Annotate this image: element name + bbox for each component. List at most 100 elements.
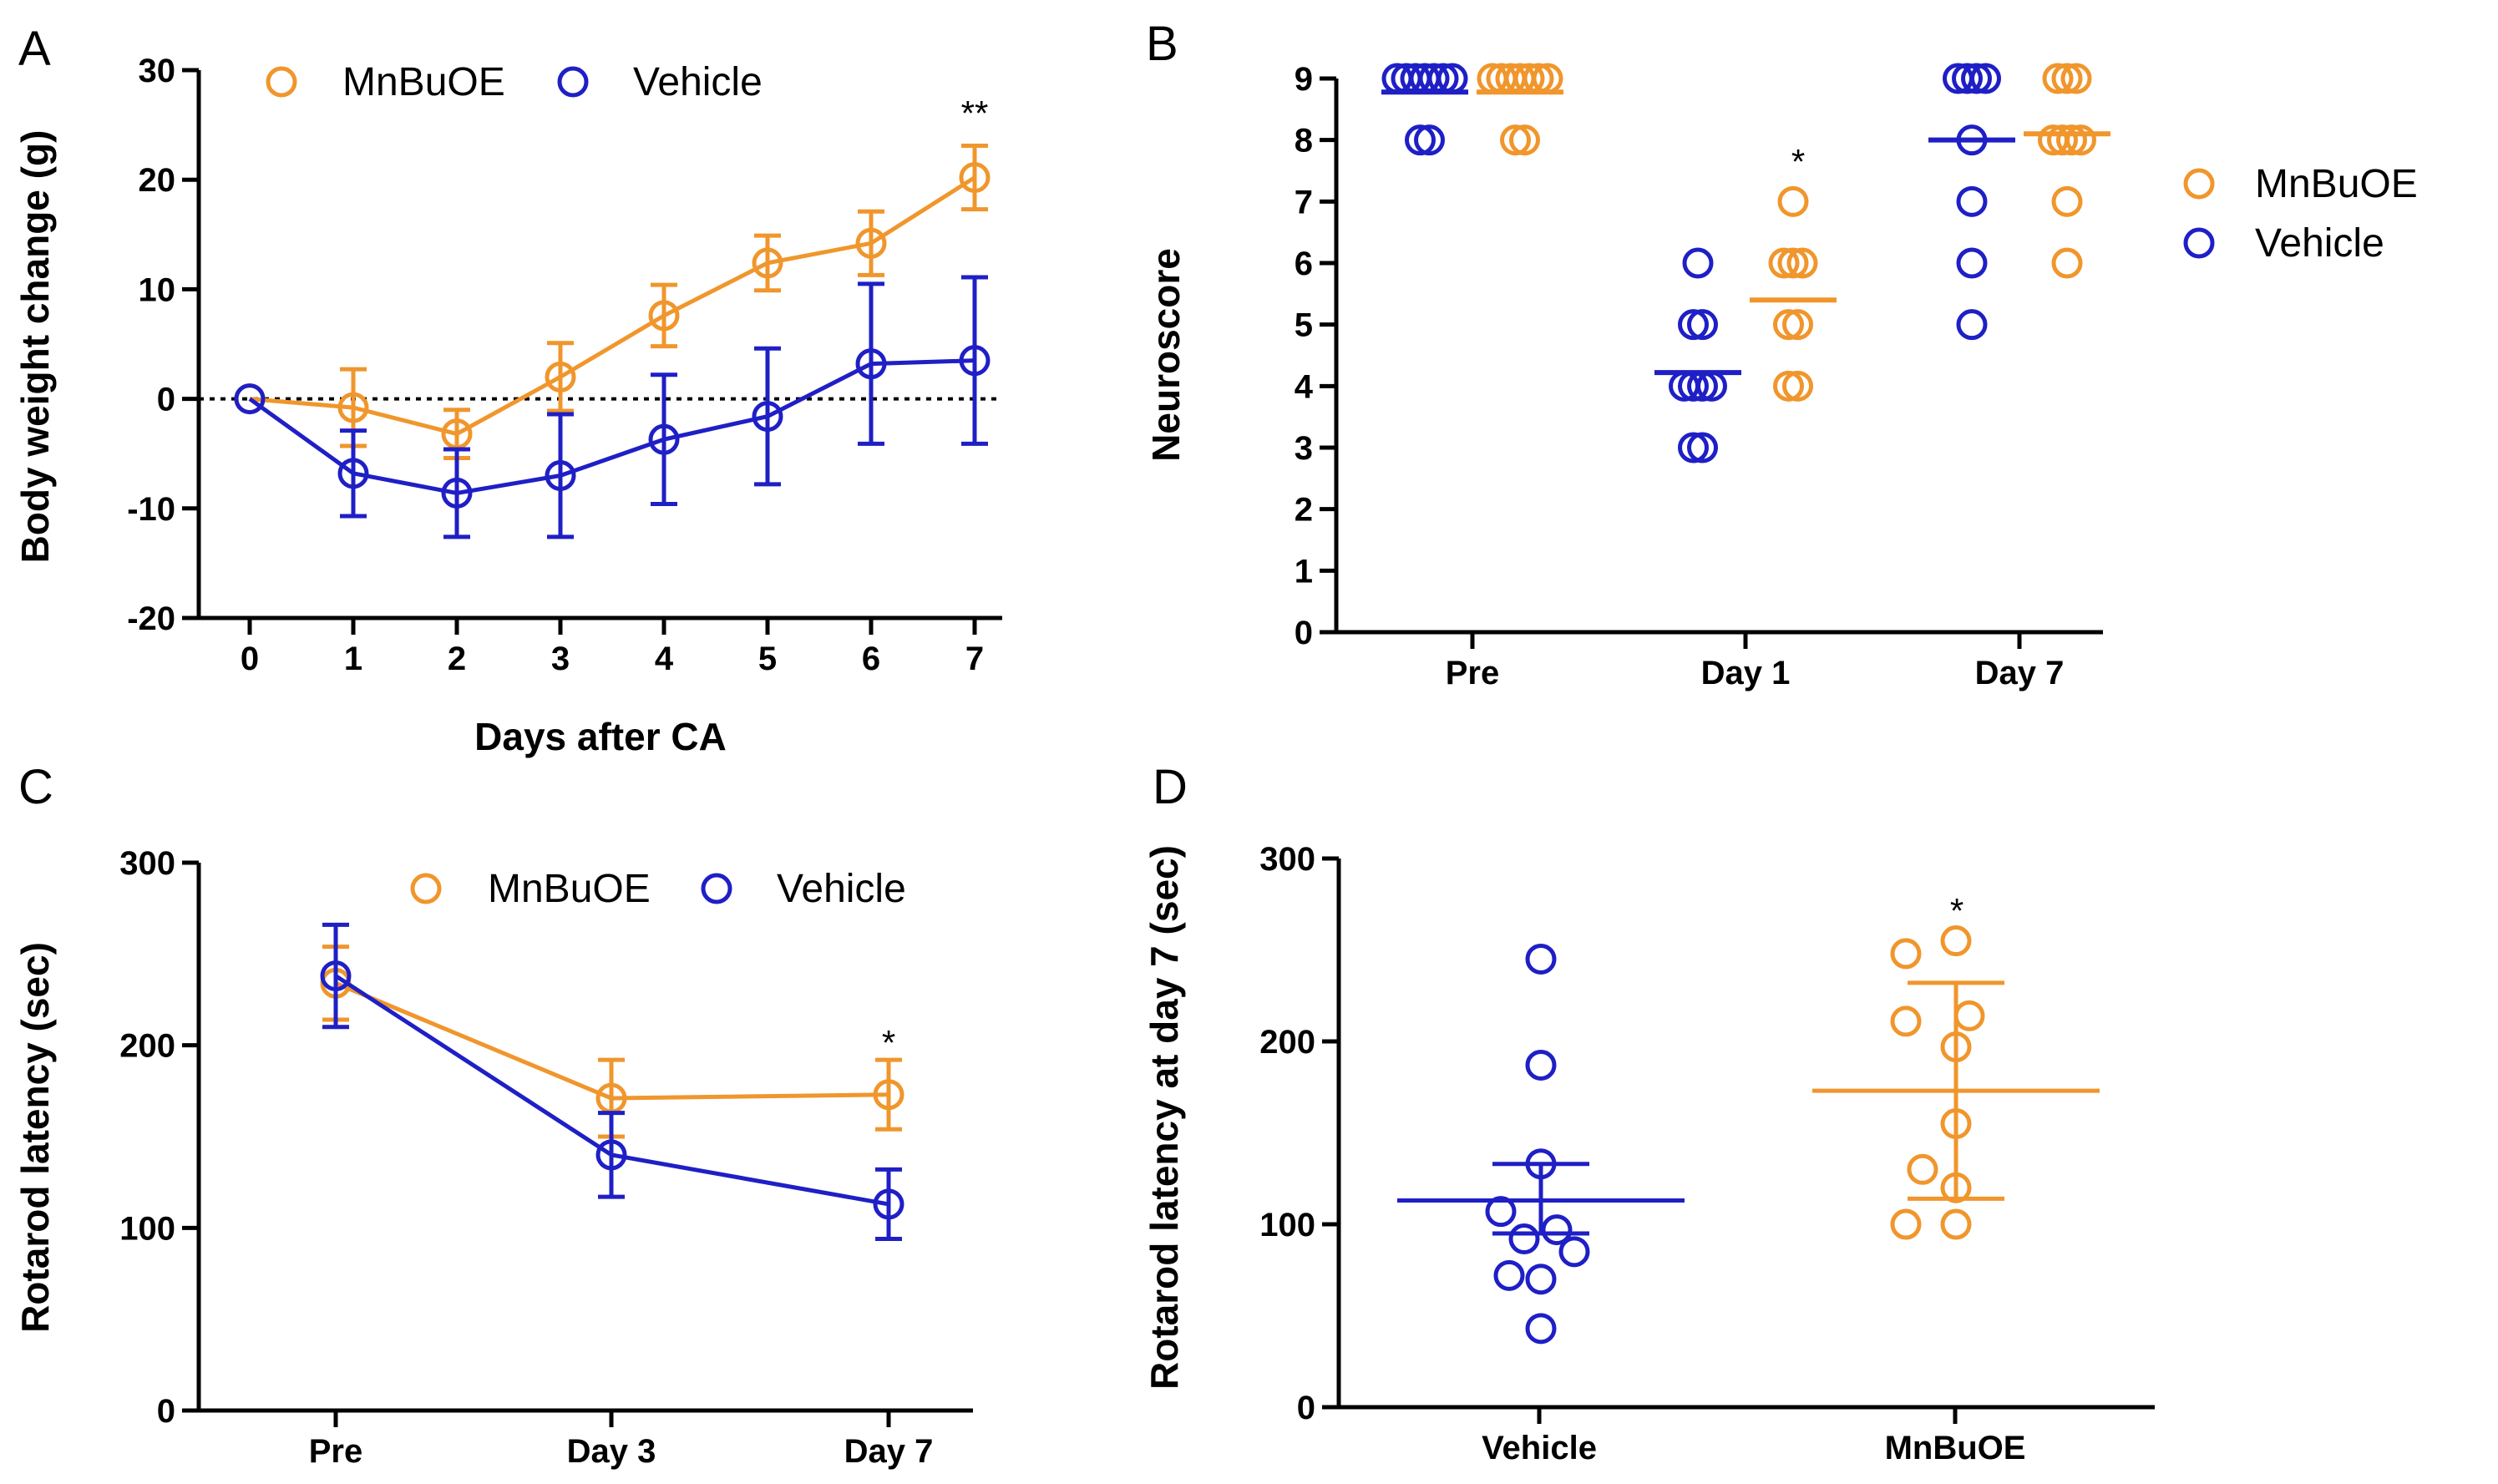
data-point-mnbuoe [2047,124,2078,156]
data-point-vehicle [1414,124,1445,156]
panel-b: 0 1 2 3 4 5 6 7 8 9 Pre Day 1 Day 7 Neuroscore MnBuOE V… [1144,61,2418,691]
legend-marker [410,873,442,904]
data-point-mnbuoe [1890,938,1922,970]
legend-label: MnBuOE [342,60,505,104]
data-point-mnbuoe [959,162,991,194]
legend-label: MnBuOE [488,867,651,911]
x-tick-label: 7 [965,641,984,677]
data-point-mnbuoe [1777,247,1809,279]
x-tick-label: Pre [1446,655,1500,691]
data-point-mnbuoe [648,300,680,332]
data-point-mnbuoe [1940,925,1972,957]
data-point-mnbuoe [1773,370,1804,402]
data-point-mnbuoe [752,247,783,279]
data-point-vehicle [1541,1214,1573,1246]
data-point-vehicle [234,383,266,415]
data-point-mnbuoe [1786,247,1818,279]
y-tick-label: 8 [1295,123,1313,160]
data-point-mnbuoe [1890,1005,1922,1037]
legend-label: Vehicle [2255,221,2384,266]
data-point-mnbuoe [1777,185,1809,217]
data-point-vehicle [1970,63,2001,94]
data-point-vehicle [1961,63,1992,94]
data-point-mnbuoe [1509,124,1540,156]
y-axis-title: Neuroscore [1144,248,1188,462]
data-point-mnbuoe [1782,370,1813,402]
panel-label-a: A [18,22,51,76]
panel-label-b: B [1146,17,1178,71]
data-point-mnbuoe [1940,1208,1972,1240]
data-point-vehicle [1956,185,1988,217]
legend-label: Vehicle [777,867,906,911]
data-point-mnbuoe [545,361,576,393]
x-tick-label: 2 [448,641,466,677]
panel-d: 0 100 200 300 Vehicle MnBuOE Rotarod latency a… [1143,841,2155,1466]
y-tick-label: 3 [1295,430,1313,467]
data-point-vehicle [873,1188,904,1220]
y-tick-label: 30 [139,53,176,89]
legend-marker [557,66,589,98]
y-tick-label: 6 [1295,246,1313,282]
data-point-vehicle [648,423,680,455]
x-tick-label: Day 3 [567,1433,656,1470]
significance-marker: * [1791,142,1805,181]
data-point-vehicle [1525,1264,1557,1295]
y-tick-label: 4 [1295,368,1314,405]
data-point-vehicle [855,348,887,380]
data-point-vehicle [1493,1259,1525,1291]
y-tick-label: 300 [119,845,175,882]
data-point-mnbuoe [855,227,887,259]
y-tick-label: 0 [157,382,175,418]
legend-marker [701,873,732,904]
y-tick-label: 300 [1259,841,1315,878]
legend-label: MnBuOE [2255,162,2418,206]
panel-c: 0 100 200 300 Pre Day 3 Day 7 Rotarod latency (… [13,845,973,1470]
x-tick-label: Day 1 [1701,655,1791,691]
x-tick-label: Vehicle [1482,1430,1597,1466]
data-point-vehicle [1485,1196,1517,1228]
data-point-vehicle [320,960,352,992]
x-tick-label: 4 [655,641,674,677]
x-tick-label: 1 [344,641,362,677]
data-point-vehicle [1525,943,1557,975]
x-tick-label: Day 7 [1975,655,2065,691]
y-axis-title: Rotarod latency at day 7 (sec) [1143,845,1186,1390]
data-point-vehicle [337,458,369,489]
y-tick-label: -20 [127,600,175,637]
legend-marker [2183,168,2215,200]
data-point-vehicle [1956,309,1988,341]
x-tick-label: MnBuOE [1885,1430,2026,1466]
data-point-mnbuoe [1782,309,1813,341]
y-tick-label: 20 [139,162,176,199]
data-point-mnbuoe [2051,185,2083,217]
data-point-vehicle [752,401,783,433]
x-tick-label: 3 [551,641,570,677]
data-point-vehicle [1687,309,1718,341]
y-axis-title: Rotarod latency (sec) [13,942,57,1333]
data-point-vehicle [545,459,576,491]
significance-marker: * [1950,891,1963,930]
y-tick-label: 0 [157,1393,175,1430]
data-point-vehicle [1682,247,1714,279]
data-point-mnbuoe [2051,63,2083,94]
x-tick-label: 5 [758,641,777,677]
y-tick-label: 200 [1259,1024,1315,1061]
data-point-vehicle [1687,432,1718,463]
data-point-mnbuoe [1768,247,1800,279]
data-point-mnbuoe [2056,124,2087,156]
data-point-vehicle [595,1139,627,1171]
y-tick-label: 100 [119,1210,175,1247]
y-tick-label: -10 [127,491,175,528]
data-point-vehicle [1405,124,1436,156]
y-axis-title: Body weight change (g) [13,130,57,564]
panel-label-c: C [18,760,53,814]
data-point-vehicle [1956,247,1988,279]
y-tick-label: 0 [1297,1390,1315,1426]
y-tick-label: 9 [1295,61,1313,98]
data-point-vehicle [1678,309,1709,341]
data-point-mnbuoe [2051,247,2083,279]
legend-marker [266,66,297,98]
data-point-mnbuoe [873,1079,904,1111]
legend-marker [2183,227,2215,259]
